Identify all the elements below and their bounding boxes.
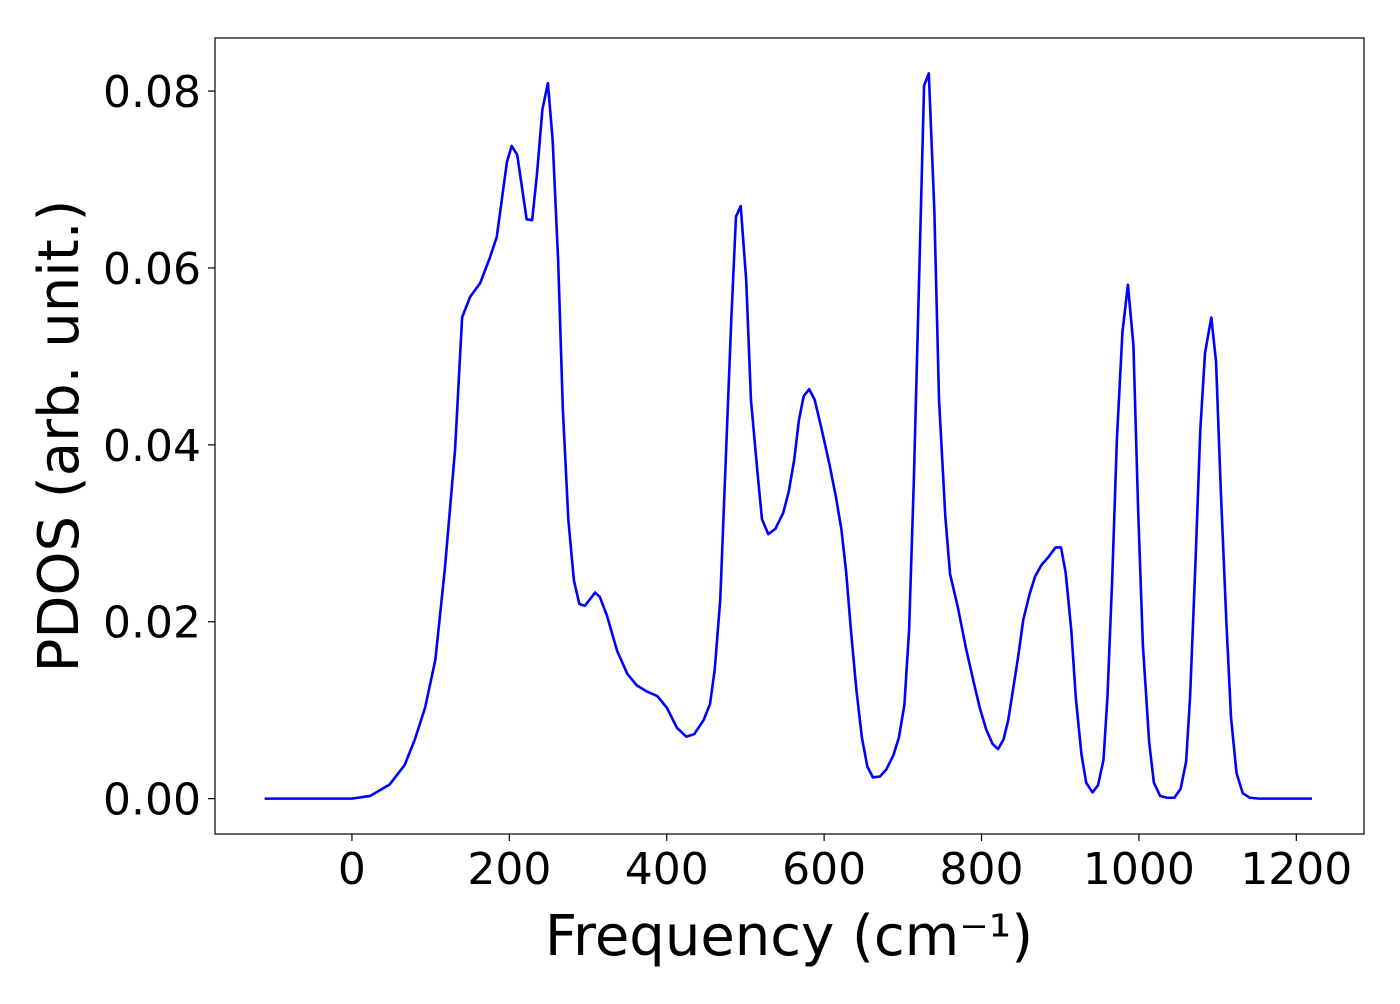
x-tick-label: 1000 xyxy=(1083,844,1195,895)
y-tick-label: 0.04 xyxy=(103,421,201,472)
x-tick-label: 200 xyxy=(467,844,551,895)
x-tick-label: 600 xyxy=(782,844,866,895)
data-line xyxy=(264,72,1313,800)
y-tick-label: 0.02 xyxy=(103,598,201,649)
x-tick-label: 800 xyxy=(940,844,1024,895)
x-axis-label: Frequency (cm⁻¹) xyxy=(545,904,1033,969)
x-tick-label: 0 xyxy=(338,844,366,895)
x-tick-label: 1200 xyxy=(1240,844,1352,895)
y-tick-label: 0.06 xyxy=(103,244,201,295)
y-tick-label: 0.00 xyxy=(103,775,201,826)
plot-frame xyxy=(214,37,1365,835)
y-axis-label: PDOS (arb. unit.) xyxy=(27,200,92,673)
x-tick-label: 400 xyxy=(625,844,709,895)
y-tick-label: 0.08 xyxy=(103,67,201,118)
